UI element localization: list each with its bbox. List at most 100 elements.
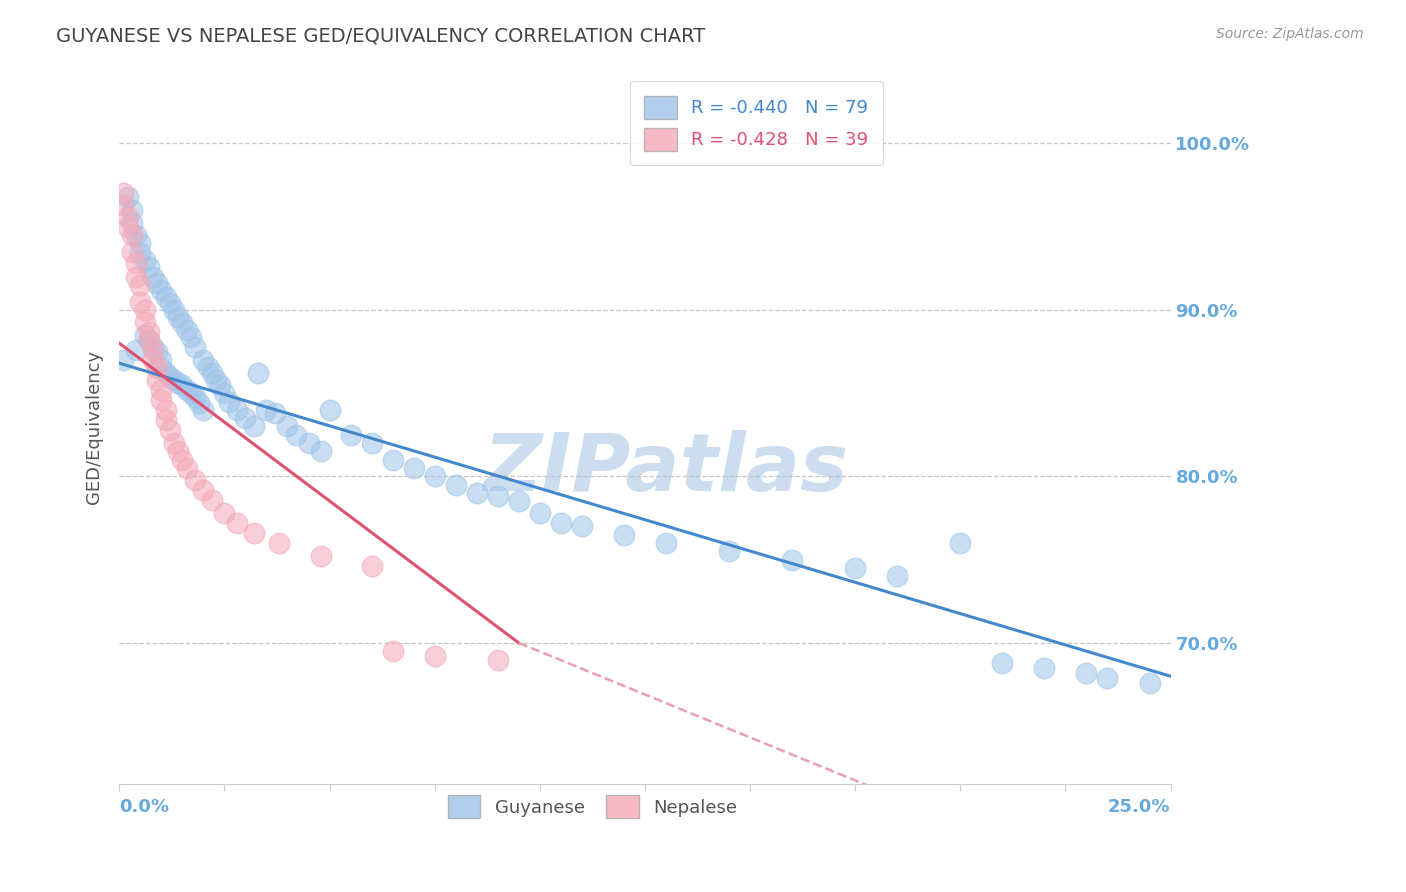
Point xyxy=(423,649,446,664)
Point xyxy=(184,473,207,487)
Point xyxy=(117,210,139,224)
Text: 25.0%: 25.0% xyxy=(1108,797,1171,816)
Point xyxy=(167,310,190,324)
Point xyxy=(142,269,165,284)
Point xyxy=(381,644,404,658)
Point xyxy=(167,444,190,458)
Point xyxy=(529,506,551,520)
Point xyxy=(193,352,215,367)
Point xyxy=(172,316,194,330)
Point xyxy=(309,549,332,564)
Point xyxy=(155,402,177,417)
Point xyxy=(117,190,139,204)
Point xyxy=(423,469,446,483)
Point xyxy=(134,315,156,329)
Point xyxy=(155,366,177,380)
Point xyxy=(138,260,160,274)
Point xyxy=(155,413,177,427)
Text: GUYANESE VS NEPALESE GED/EQUIVALENCY CORRELATION CHART: GUYANESE VS NEPALESE GED/EQUIVALENCY COR… xyxy=(56,27,706,45)
Point xyxy=(444,477,467,491)
Point xyxy=(613,527,636,541)
Point xyxy=(571,519,593,533)
Point xyxy=(172,377,194,392)
Point xyxy=(844,561,866,575)
Point xyxy=(155,290,177,304)
Point xyxy=(159,369,181,384)
Point xyxy=(172,452,194,467)
Point xyxy=(486,652,509,666)
Point xyxy=(134,252,156,267)
Point xyxy=(284,427,307,442)
Point xyxy=(125,343,148,357)
Point xyxy=(146,373,169,387)
Point xyxy=(243,526,266,541)
Point xyxy=(146,277,169,291)
Point xyxy=(263,406,285,420)
Point xyxy=(150,383,173,397)
Point xyxy=(125,269,148,284)
Point xyxy=(150,283,173,297)
Point xyxy=(247,366,270,380)
Point xyxy=(780,552,803,566)
Point xyxy=(121,216,143,230)
Point xyxy=(201,366,224,380)
Point xyxy=(146,344,169,359)
Point xyxy=(150,392,173,407)
Text: Source: ZipAtlas.com: Source: ZipAtlas.com xyxy=(1216,27,1364,41)
Point xyxy=(508,494,530,508)
Point xyxy=(176,323,198,337)
Point xyxy=(550,516,572,530)
Point xyxy=(256,402,278,417)
Point xyxy=(138,325,160,339)
Point xyxy=(112,186,135,201)
Point xyxy=(159,423,181,437)
Point xyxy=(125,227,148,242)
Point xyxy=(235,411,257,425)
Point xyxy=(201,492,224,507)
Point xyxy=(197,359,219,374)
Point xyxy=(360,436,382,450)
Point xyxy=(129,246,152,260)
Point xyxy=(180,329,202,343)
Point xyxy=(163,302,186,317)
Point xyxy=(150,352,173,367)
Point xyxy=(184,390,207,404)
Point xyxy=(188,396,211,410)
Point xyxy=(267,536,290,550)
Point xyxy=(129,236,152,251)
Text: 0.0%: 0.0% xyxy=(120,797,169,816)
Point xyxy=(134,327,156,342)
Point xyxy=(159,296,181,310)
Legend: Guyanese, Nepalese: Guyanese, Nepalese xyxy=(440,788,744,825)
Point xyxy=(142,343,165,357)
Point xyxy=(214,506,236,520)
Point xyxy=(486,490,509,504)
Point xyxy=(214,386,236,401)
Point xyxy=(193,483,215,497)
Point xyxy=(184,340,207,354)
Point xyxy=(163,373,186,387)
Point xyxy=(138,333,160,347)
Point xyxy=(121,227,143,242)
Point xyxy=(381,452,404,467)
Point xyxy=(309,444,332,458)
Point xyxy=(243,419,266,434)
Point xyxy=(226,402,249,417)
Point xyxy=(150,361,173,376)
Point xyxy=(1139,676,1161,690)
Point xyxy=(1097,671,1119,685)
Point xyxy=(163,436,186,450)
Point xyxy=(125,256,148,270)
Point xyxy=(297,436,319,450)
Point xyxy=(121,244,143,259)
Point xyxy=(142,352,165,367)
Point xyxy=(138,333,160,347)
Point xyxy=(655,536,678,550)
Point xyxy=(360,559,382,574)
Point xyxy=(112,198,135,212)
Point xyxy=(142,340,165,354)
Point xyxy=(886,569,908,583)
Point xyxy=(226,516,249,530)
Point xyxy=(193,402,215,417)
Point xyxy=(146,361,169,376)
